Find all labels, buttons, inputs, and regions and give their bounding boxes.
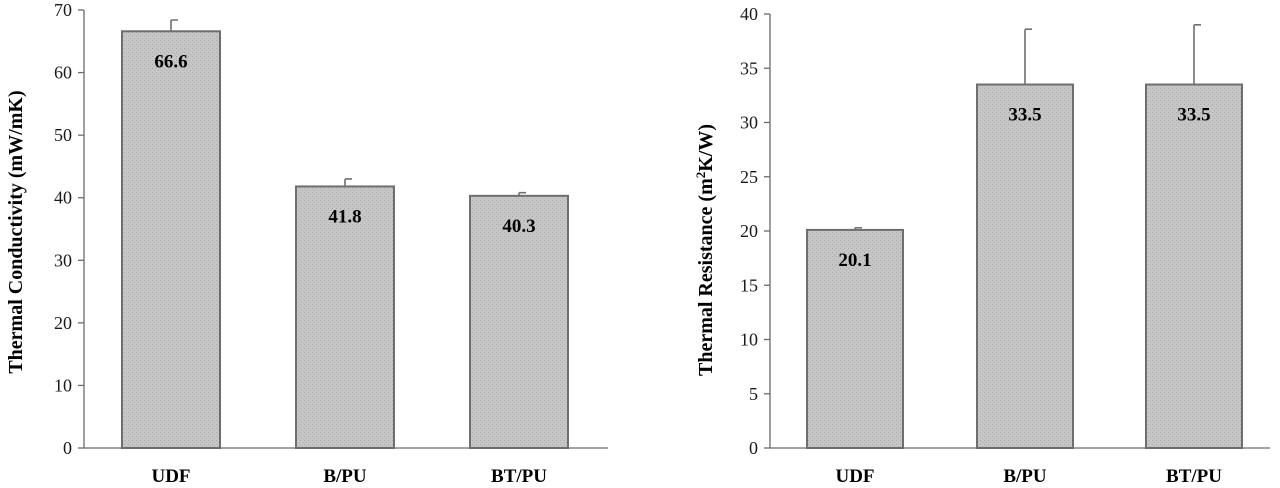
y-tick-label: 40 — [54, 188, 72, 208]
y-tick-label: 20 — [740, 221, 758, 241]
x-category-label: BT/PU — [491, 466, 547, 487]
y-tick-label: 35 — [740, 58, 758, 78]
axis-frame — [83, 10, 608, 449]
y-tick-label: 25 — [740, 167, 758, 187]
axis-frame — [769, 14, 1270, 449]
y-tick-label: 20 — [54, 313, 72, 333]
bar-bt-pu — [469, 194, 569, 449]
y-axis-title: Thermal Conductivity (mW/mK) — [5, 90, 27, 373]
error-bar — [344, 178, 352, 187]
y-axis-ticks: 0 5 10 15 20 25 30 35 40 — [740, 4, 770, 458]
y-tick-label: 10 — [54, 375, 72, 395]
y-axis-ticks: 0 10 20 30 40 50 60 70 — [54, 0, 84, 458]
y-tick-label: 40 — [740, 4, 758, 24]
bar-udf — [121, 30, 221, 449]
chart-thermal-resistance: Thermal Resistance (m2K/W) 0 5 10 15 20 25 30 3… — [693, 4, 1270, 487]
x-category-label: UDF — [835, 466, 874, 487]
x-category-label: BT/PU — [1166, 466, 1222, 487]
bar-bt-pu — [1145, 83, 1243, 450]
bar-b-pu — [295, 185, 395, 450]
x-axis-categories: UDF B/PU BT/PU — [835, 466, 1222, 487]
error-bar — [170, 19, 178, 32]
y-tick-label: 0 — [63, 438, 72, 458]
y-axis-title: Thermal Resistance (m2K/W) — [693, 124, 718, 376]
bar-b-pu — [976, 83, 1074, 450]
bars: 20.1 33.5 33.5 — [806, 24, 1243, 450]
x-category-label: UDF — [151, 466, 190, 487]
data-label: 20.1 — [838, 250, 871, 271]
x-axis-categories: UDF B/PU BT/PU — [151, 466, 547, 487]
data-label: 41.8 — [328, 206, 361, 227]
data-label: 33.5 — [1008, 105, 1041, 126]
x-category-label: B/PU — [323, 466, 367, 487]
error-bar — [1193, 24, 1201, 85]
y-tick-label: 30 — [54, 250, 72, 270]
error-bar — [1024, 28, 1032, 85]
data-label: 66.6 — [154, 51, 187, 72]
y-tick-label: 15 — [740, 275, 758, 295]
y-tick-label: 0 — [749, 438, 758, 458]
bars: 66.6 41.8 40.3 — [121, 19, 569, 450]
x-category-label: B/PU — [1003, 466, 1047, 487]
data-label: 40.3 — [502, 216, 535, 237]
y-tick-label: 10 — [740, 330, 758, 350]
y-tick-label: 70 — [54, 0, 72, 20]
chart-thermal-conductivity: Thermal Conductivity (mW/mK) 0 10 20 30 40 50… — [5, 0, 608, 487]
y-tick-label: 60 — [54, 63, 72, 83]
bar-udf — [806, 228, 904, 449]
y-tick-label: 50 — [54, 125, 72, 145]
data-label: 33.5 — [1177, 105, 1210, 126]
y-tick-label: 5 — [749, 384, 758, 404]
y-tick-label: 30 — [740, 113, 758, 133]
